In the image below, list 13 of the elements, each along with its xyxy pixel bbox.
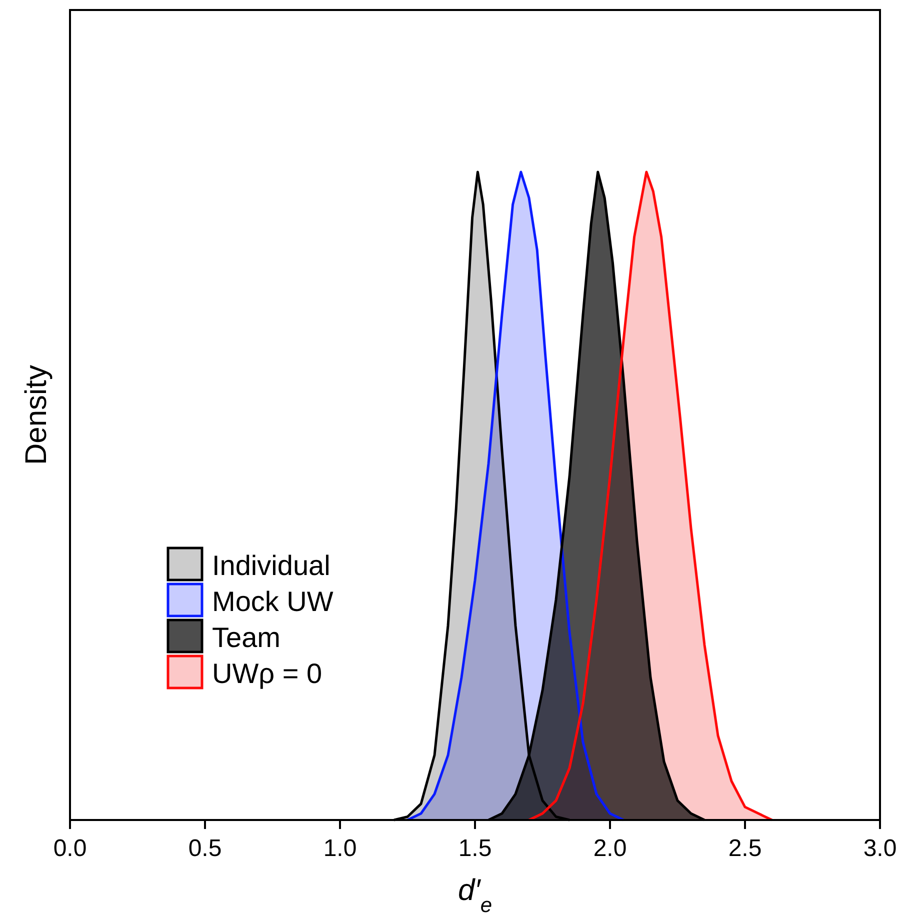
legend-label: Mock UW	[212, 586, 334, 617]
x-tick-label: 2.0	[593, 835, 627, 862]
y-axis-title: Density	[20, 364, 53, 466]
x-axis-title: d′$_{e}$	[458, 874, 492, 916]
x-tick-label: 0.0	[53, 835, 87, 862]
x-tick-label: 1.0	[323, 835, 357, 862]
x-tick-label: 1.5	[458, 835, 492, 862]
legend-label: Team	[212, 622, 280, 653]
legend-label: UWρ = 0	[212, 658, 322, 689]
x-tick-label: 3.0	[863, 835, 897, 862]
x-tick-label: 0.5	[188, 835, 222, 862]
legend-label: Individual	[212, 550, 330, 581]
x-tick-label: 2.5	[728, 835, 762, 862]
